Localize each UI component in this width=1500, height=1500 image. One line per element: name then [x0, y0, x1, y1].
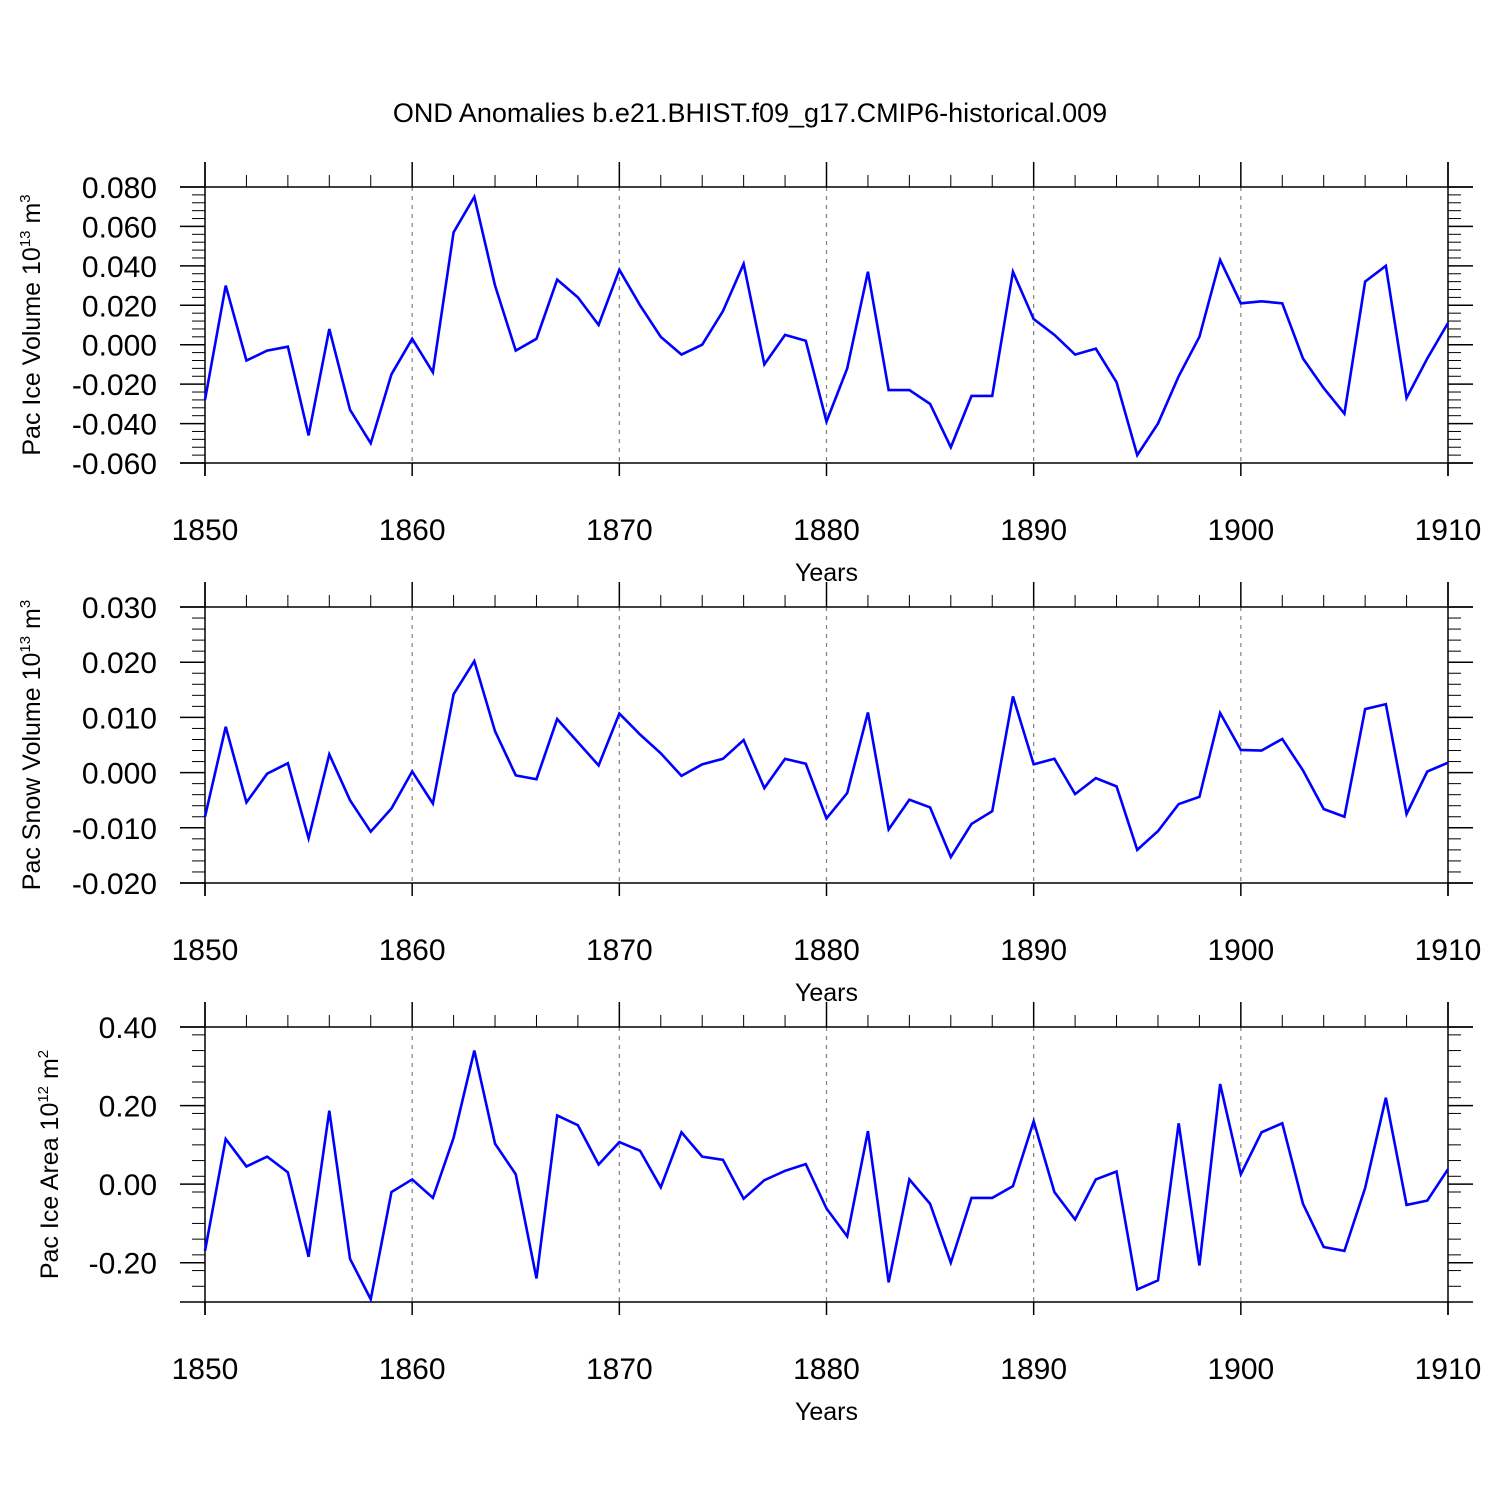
- x-tick-label: 1850: [172, 1353, 239, 1386]
- x-tick-label: 1860: [379, 934, 446, 967]
- x-tick-label: 1870: [586, 514, 653, 547]
- x-tick-label: 1890: [1000, 514, 1067, 547]
- y-axis-label: Pac Ice Area 1012 m2: [35, 1050, 64, 1279]
- x-tick-label: 1870: [586, 1353, 653, 1386]
- y-axis-label-unit: m: [18, 203, 46, 231]
- chart-title: OND Anomalies b.e21.BHIST.f09_g17.CMIP6-…: [392, 98, 1108, 128]
- y-tick-label: -0.020: [72, 868, 157, 901]
- panel-2: 1850 1860 1870 1880 1890 1900 1910 -0.020 -0.010…: [17, 582, 1481, 1007]
- x-axis-label: Years: [795, 1398, 858, 1426]
- x-tick-label: 1910: [1415, 934, 1482, 967]
- x-tick-label: 1890: [1000, 1353, 1067, 1386]
- y-tick-label: -0.010: [72, 813, 157, 846]
- x-tick-label: 1890: [1000, 934, 1067, 967]
- y-axis-label-unit-exponent: 2: [35, 1050, 52, 1058]
- y-tick-label: -0.20: [89, 1248, 157, 1281]
- y-tick-label: -0.020: [72, 369, 157, 402]
- y-tick-label: 0.060: [82, 211, 157, 244]
- data-series-line: [203, 1050, 1450, 1304]
- y-axis-label-exponent: 13: [17, 636, 34, 653]
- panel-3: 1850 1860 1870 1880 1890 1900 1910 -0.20 0.00 0.2…: [35, 1002, 1481, 1426]
- data-series-line: [203, 657, 1449, 860]
- y-axis-label: Pac Snow Volume 1013 m3: [17, 600, 46, 890]
- y-tick-label: 0.000: [82, 758, 157, 791]
- x-tick-label: 1850: [172, 934, 239, 967]
- x-tick-label: 1910: [1415, 514, 1482, 547]
- y-axis-label-exponent: 12: [35, 1086, 52, 1103]
- x-tick-label: 1910: [1415, 1353, 1482, 1386]
- y-axis-label: Pac Ice Volume 1013 m3: [17, 194, 46, 455]
- y-axis-label-text: Pac Ice Area 10: [36, 1103, 64, 1280]
- x-tick-label: 1900: [1207, 514, 1274, 547]
- x-tick-label: 1900: [1207, 934, 1274, 967]
- y-tick-label: 0.080: [82, 172, 157, 205]
- x-tick-label: 1900: [1207, 1353, 1274, 1386]
- y-tick-label: 0.010: [82, 702, 157, 735]
- y-tick-label: 0.020: [82, 290, 157, 323]
- y-axis-label-unit-exponent: 3: [17, 600, 34, 608]
- y-axis-label-unit: m: [18, 608, 46, 636]
- y-axis-label-unit: m: [36, 1058, 64, 1086]
- x-tick-label: 1880: [793, 1353, 860, 1386]
- y-tick-label: 0.20: [99, 1091, 157, 1124]
- x-tick-label: 1850: [172, 514, 239, 547]
- panel-1: 1850 1860 1870 1880 1890 1900 1910 -0.060 -0.040…: [17, 162, 1481, 587]
- data-series-line: [203, 193, 1450, 459]
- y-axis-label-text: Pac Ice Volume 10: [18, 247, 46, 455]
- y-tick-label: -0.040: [72, 409, 157, 442]
- x-tick-label: 1880: [793, 934, 860, 967]
- y-axis-label-unit-exponent: 3: [17, 194, 34, 202]
- y-tick-label: 0.00: [99, 1169, 157, 1202]
- y-axis-label-exponent: 13: [17, 230, 34, 247]
- y-tick-label: -0.060: [72, 448, 157, 481]
- x-tick-label: 1870: [586, 934, 653, 967]
- x-tick-label: 1860: [379, 514, 446, 547]
- y-tick-label: 0.030: [82, 592, 157, 625]
- y-tick-label: 0.040: [82, 251, 157, 284]
- y-tick-label: 0.40: [99, 1012, 157, 1045]
- y-axis-label-text: Pac Snow Volume 10: [18, 653, 46, 891]
- x-tick-label: 1860: [379, 1353, 446, 1386]
- x-tick-label: 1880: [793, 514, 860, 547]
- y-tick-label: 0.000: [82, 330, 157, 363]
- y-tick-label: 0.020: [82, 647, 157, 680]
